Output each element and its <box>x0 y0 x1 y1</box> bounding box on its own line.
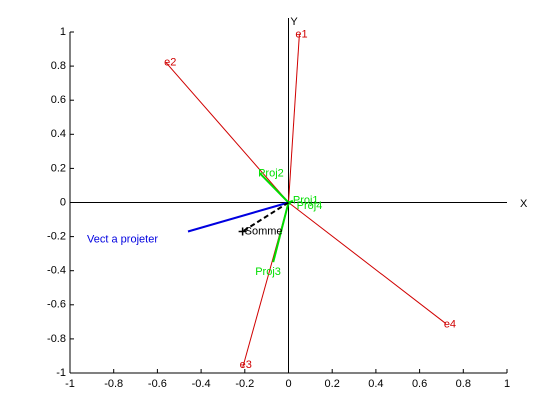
x-tick-label: 1 <box>504 378 510 390</box>
x-axis-label: X <box>520 198 528 210</box>
x-tick-label: 0.4 <box>368 378 383 390</box>
vector-line <box>288 33 300 203</box>
y-tick-label: -1 <box>56 367 66 379</box>
vector-label: Proj4 <box>297 200 323 212</box>
y-axis-label: Y <box>290 16 298 28</box>
vector-label: Proj3 <box>255 266 281 278</box>
y-tick-label: 0.2 <box>51 162 66 174</box>
vector-label: e1 <box>295 29 307 41</box>
vector-line <box>288 202 447 324</box>
y-tick-label: 0.6 <box>51 94 66 106</box>
vector-label: e3 <box>240 359 252 371</box>
vector-line <box>287 201 292 205</box>
x-tick-label: -1 <box>65 378 75 390</box>
x-tick-label: 0.2 <box>325 378 340 390</box>
y-tick-label: 0.4 <box>51 128 66 140</box>
vector-label: Vect a projeter <box>87 233 158 245</box>
marker <box>238 227 247 236</box>
y-tick-label: 0.8 <box>51 60 66 72</box>
y-tick-label: -0.4 <box>47 265 66 277</box>
x-tick-label: -0.4 <box>192 378 211 390</box>
y-tick-label: 1 <box>60 26 66 38</box>
vector-label: e2 <box>164 57 176 69</box>
x-tick-label: -0.6 <box>148 378 167 390</box>
vector-line <box>259 172 290 204</box>
x-tick-label: -0.2 <box>235 378 254 390</box>
x-tick-label: -0.8 <box>104 378 123 390</box>
y-tick-label: -0.6 <box>47 299 66 311</box>
vector-line <box>165 62 289 203</box>
vector-label: Proj2 <box>258 167 284 179</box>
y-tick-label: 0 <box>60 196 66 208</box>
x-tick-label: 0.8 <box>456 378 471 390</box>
x-tick-label: 0.6 <box>412 378 427 390</box>
vector-line <box>187 201 289 233</box>
vector-label: e4 <box>444 318 456 330</box>
x-tick-label: 0 <box>285 378 291 390</box>
vector-label: Proj1 <box>293 195 319 207</box>
vector-line <box>242 201 290 233</box>
vector-line <box>272 202 290 263</box>
y-tick-label: -0.8 <box>47 333 66 345</box>
y-tick-label: -0.2 <box>47 231 66 243</box>
vector-label: Somme <box>245 225 283 237</box>
